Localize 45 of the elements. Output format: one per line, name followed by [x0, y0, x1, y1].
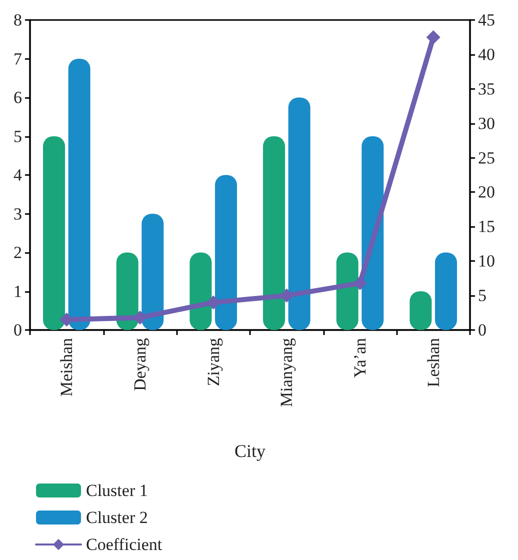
bar: [263, 136, 286, 330]
point: [353, 276, 367, 290]
bar: [68, 58, 90, 330]
bar: [434, 252, 457, 330]
y-tick-label: 8: [14, 10, 22, 30]
x-tick-label: Meishan: [57, 338, 76, 397]
y2-tick-label: 45: [478, 10, 495, 30]
x-tick-label: Ya’an: [350, 338, 370, 378]
legend-label: Cluster 1: [86, 481, 148, 500]
x-tick-label: Leshan: [424, 338, 443, 388]
bar: [362, 136, 384, 330]
y2-tick-label: 20: [478, 182, 495, 202]
x-tick-label: Ziyang: [204, 338, 223, 386]
point: [426, 30, 440, 44]
y-tick-label: 1: [14, 282, 22, 301]
y2-tick-label: 25: [478, 148, 495, 168]
y2-tick-label: 15: [478, 217, 495, 236]
point: [133, 310, 147, 325]
x-tick-label: Mianyang: [277, 338, 296, 407]
y2-tick-label: 0: [478, 320, 486, 340]
legend-label: Coefficient: [86, 535, 162, 554]
y2-tick-label: 40: [478, 44, 495, 64]
y2-tick-label: 35: [478, 79, 495, 98]
y-tick-label: 2: [14, 243, 22, 262]
point: [280, 288, 294, 303]
y2-tick-label: 30: [478, 114, 495, 133]
x-axis-title: City: [234, 441, 266, 461]
y-tick-label: 0: [14, 320, 22, 340]
bar: [43, 136, 66, 330]
bar: [336, 252, 358, 330]
bar: [116, 252, 138, 330]
y-tick-label: 5: [14, 126, 22, 146]
y-tick-label: 4: [14, 166, 22, 184]
y2-tick-label: 10: [478, 252, 495, 271]
bar: [214, 175, 237, 330]
y-tick-label: 3: [14, 204, 22, 224]
y2-tick-label: 5: [478, 286, 486, 306]
y-tick-label: 7: [14, 49, 22, 68]
bar: [142, 214, 164, 330]
point: [206, 295, 220, 310]
legend-label: Cluster 2: [86, 508, 148, 527]
bar: [288, 98, 310, 330]
x-tick-label: Deyang: [130, 338, 150, 391]
y-tick-label: 6: [14, 88, 22, 107]
bar: [190, 252, 212, 330]
